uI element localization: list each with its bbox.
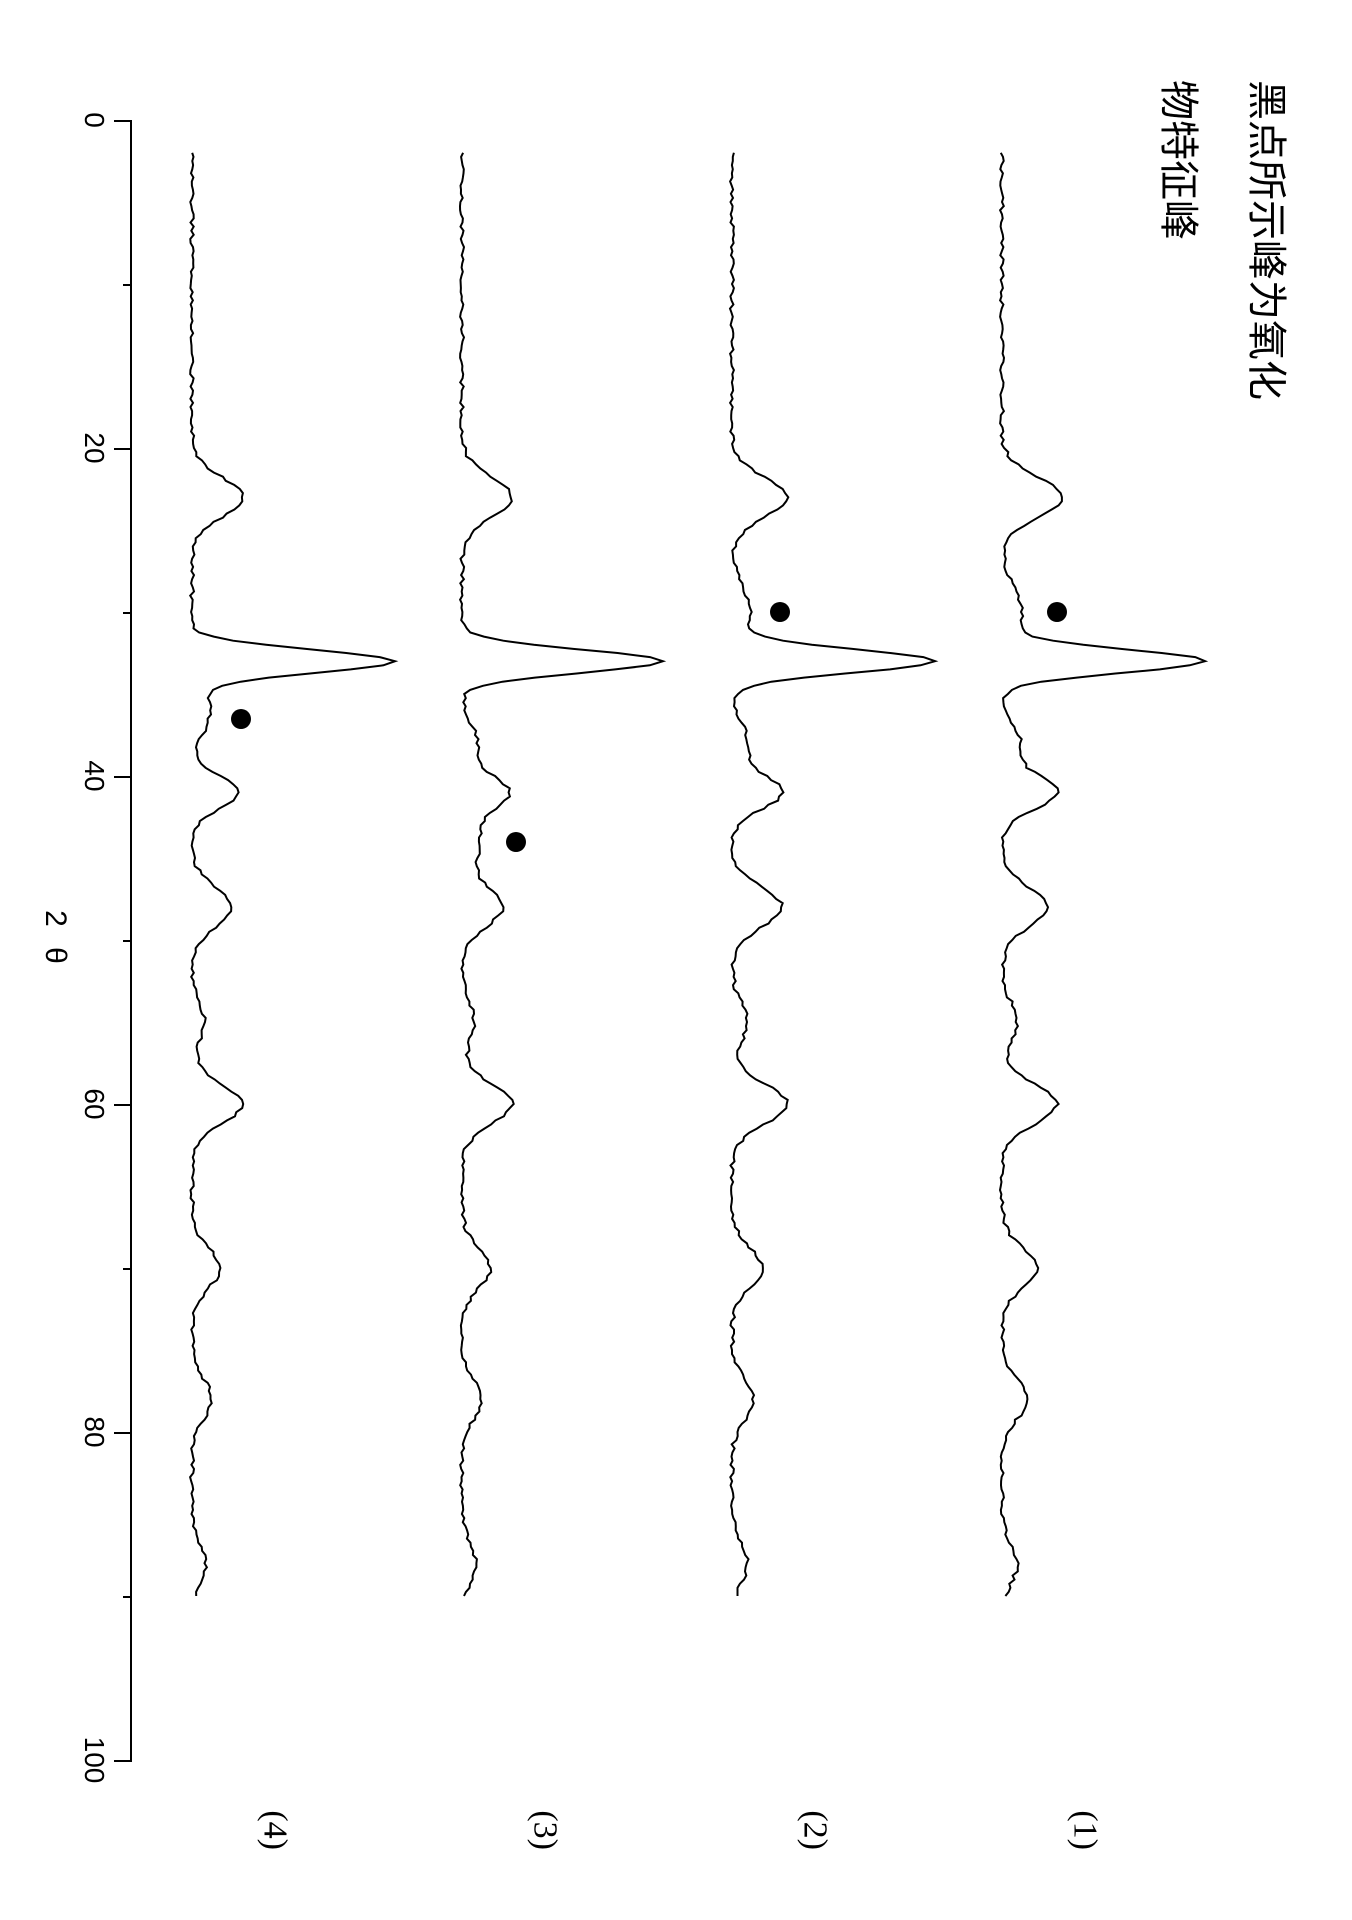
x-tick-label: 100 [78, 1737, 110, 1784]
x-tick-label: 20 [78, 432, 110, 463]
spectrum-panel: (3) [402, 120, 672, 1760]
oxide-peak-marker-icon [1047, 602, 1067, 622]
x-tick [114, 448, 132, 450]
x-tick-minor [123, 940, 132, 942]
oxide-peak-marker-icon [231, 709, 251, 729]
x-tick-minor [123, 284, 132, 286]
x-tick-label: 80 [78, 1416, 110, 1447]
panel-label: (1) [1066, 1810, 1104, 1850]
caption-line-1: 黑点所示峰为氧化 [1244, 80, 1289, 400]
spectrum-trace [672, 120, 942, 1760]
x-tick-label: 40 [78, 760, 110, 791]
x-tick [114, 120, 132, 122]
oxide-peak-marker-icon [770, 602, 790, 622]
plot-area: (1)(2)(3)(4) [132, 120, 1212, 1760]
x-axis-title: 2 θ [38, 910, 72, 970]
x-tick [114, 1432, 132, 1434]
spectrum-panel: (1) [942, 120, 1212, 1760]
oxide-peak-marker-icon [506, 832, 526, 852]
rotated-stage: 黑点所示峰为氧化 物特征峰 (1)(2)(3)(4) 2 θ 020406080… [0, 0, 1352, 1920]
x-tick-label: 0 [78, 112, 110, 128]
x-tick [114, 1104, 132, 1106]
spectrum-trace [942, 120, 1212, 1760]
x-tick-label: 60 [78, 1088, 110, 1119]
x-tick-minor [123, 1268, 132, 1270]
spectrum-trace [402, 120, 672, 1760]
x-tick-minor [123, 612, 132, 614]
panel-label: (2) [796, 1810, 834, 1850]
x-tick [114, 1760, 132, 1762]
x-axis: 2 θ 020406080100 [52, 120, 132, 1760]
panel-label: (4) [256, 1810, 294, 1850]
panel-label: (3) [526, 1810, 564, 1850]
spectrum-panel: (2) [672, 120, 942, 1760]
x-tick-minor [123, 1596, 132, 1598]
x-tick [114, 776, 132, 778]
spectrum-panel: (4) [132, 120, 402, 1760]
spectrum-trace [132, 120, 402, 1760]
